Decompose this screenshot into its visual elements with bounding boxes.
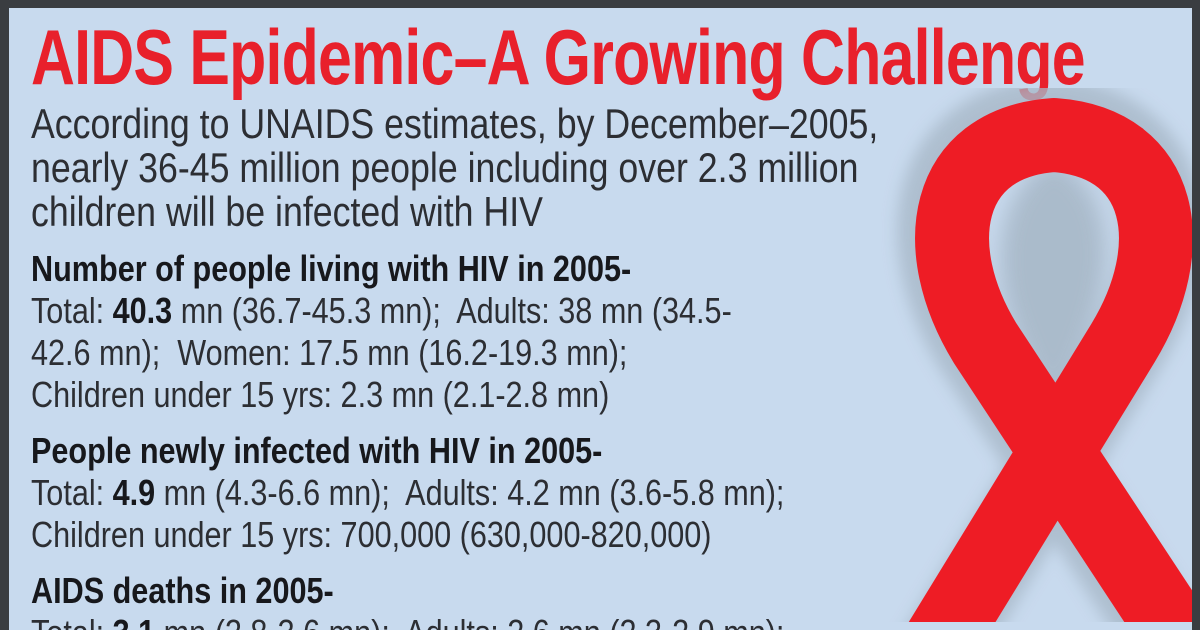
stat-section: Number of people living with HIV in 2005… <box>31 248 1136 416</box>
stat-text: mn (2.8-3.6 mn); Adults: 2.6 mn (2.3-2.9… <box>155 612 785 630</box>
page-title: AIDS Epidemic–A Growing Challenge <box>31 13 1086 101</box>
stat-value-bold: 3.1 <box>113 612 156 630</box>
section-heading: AIDS deaths in 2005- <box>31 570 334 611</box>
stats-sections: Number of people living with HIV in 2005… <box>31 248 1136 630</box>
stat-text: Total: <box>31 612 113 630</box>
section-heading: Number of people living with HIV in 2005… <box>31 248 632 289</box>
stat-line: Total: 40.3 mn (36.7-45.3 mn); Adults: 3… <box>31 290 1136 332</box>
stat-text: 42.6 mn); Women: 17.5 mn (16.2-19.3 mn); <box>31 332 628 373</box>
stat-value-bold: 4.9 <box>112 472 156 513</box>
intro-line: nearly 36-45 million people including ov… <box>31 144 859 191</box>
red-awareness-ribbon-icon <box>897 88 1192 622</box>
stat-section: People newly infected with HIV in 2005- T… <box>31 430 1136 556</box>
stat-line: Children under 15 yrs: 2.3 mn (2.1-2.8 m… <box>31 374 1136 416</box>
intro-paragraph: According to UNAIDS estimates, by Decemb… <box>31 102 1136 234</box>
stat-text: Children under 15 yrs: 2.3 mn (2.1-2.8 m… <box>31 374 610 415</box>
stat-text: mn (4.3-6.6 mn); Adults: 4.2 mn (3.6-5.8… <box>155 472 785 513</box>
stat-text: mn (36.7-45.3 mn); Adults: 38 mn (34.5- <box>172 290 732 331</box>
section-heading: People newly infected with HIV in 2005- <box>31 430 603 471</box>
stat-text: Total: <box>31 290 113 331</box>
text-column: According to UNAIDS estimates, by Decemb… <box>31 102 1136 630</box>
stat-line: 42.6 mn); Women: 17.5 mn (16.2-19.3 mn); <box>31 332 1136 374</box>
stat-section: AIDS deaths in 2005-Total: 3.1 mn (2.8-3… <box>31 570 1136 630</box>
stat-text: Children under 15 yrs: 700,000 (630,000-… <box>31 514 712 555</box>
intro-line: According to UNAIDS estimates, by Decemb… <box>31 100 879 147</box>
stat-line: Children under 15 yrs: 700,000 (630,000-… <box>31 514 1136 556</box>
stat-line: Total: 3.1 mn (2.8-3.6 mn); Adults: 2.6 … <box>31 612 1136 630</box>
ribbon-band <box>908 98 1192 622</box>
intro-line: children will be infected with HIV <box>31 188 543 235</box>
stat-text: Total: <box>31 472 113 513</box>
content-column: AIDS Epidemic–A Growing Challenge Accord… <box>31 13 1191 630</box>
stat-value-bold: 40.3 <box>112 290 173 331</box>
stat-line: Total: 4.9 mn (4.3-6.6 mn); Adults: 4.2 … <box>31 472 1136 514</box>
